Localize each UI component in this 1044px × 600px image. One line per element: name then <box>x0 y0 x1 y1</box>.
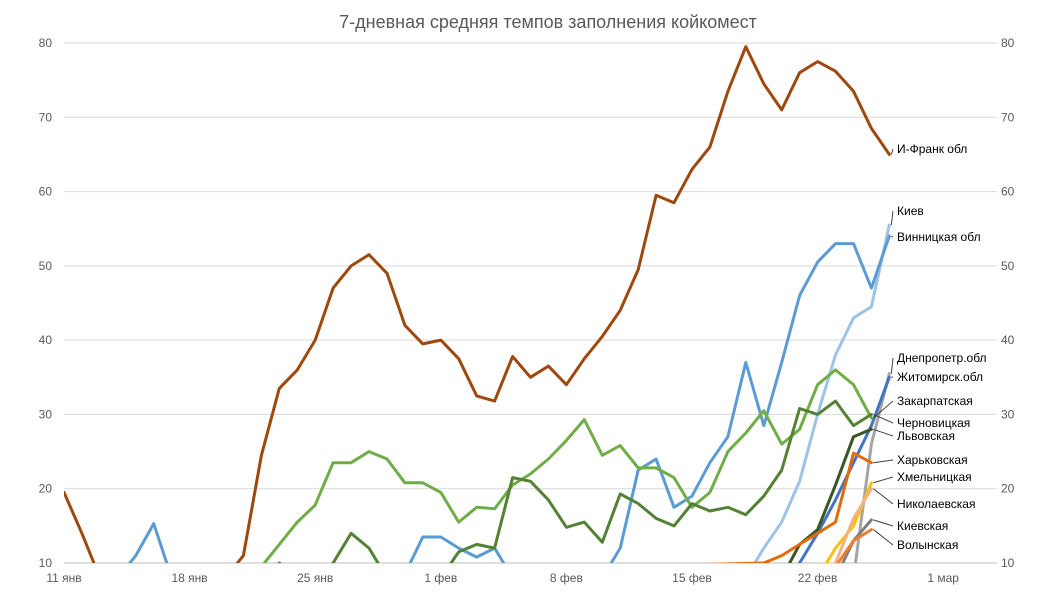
label-leader-line <box>891 235 894 238</box>
y-tick-label-left: 30 <box>39 407 53 421</box>
label-leader-line <box>890 357 894 374</box>
series-label: Житомирск.обл <box>897 370 983 384</box>
gridlines <box>64 42 997 490</box>
series-label: Киев <box>897 204 924 218</box>
axes: 10 10 20 20 30 30 40 40 50 50 60 60 70 70 80 80 11 янв 18… <box>39 36 1015 585</box>
y-tick-label-left: 50 <box>39 259 53 273</box>
y-tick-label-left: 40 <box>39 333 53 347</box>
y-tick-label-left: 60 <box>39 185 53 199</box>
label-leader-line <box>873 413 894 424</box>
label-leader-line <box>890 148 894 155</box>
series-labels: И-Франк обл Киев Винницкая обл Днепропетр.о… <box>873 142 987 552</box>
plot-area <box>64 45 891 563</box>
y-tick-label-left: 70 <box>39 110 53 124</box>
series-line-6 <box>262 368 873 563</box>
x-tick-label: 8 фев <box>550 571 583 585</box>
series-label: Харьковская <box>897 453 968 467</box>
x-tick-label: 15 фев <box>672 571 712 585</box>
y-tick-label-right: 10 <box>1001 556 1015 570</box>
label-leader-line <box>873 476 894 484</box>
y-tick-label-right: 50 <box>1001 259 1015 273</box>
series-line-13 <box>836 528 873 563</box>
y-tick-label-right: 20 <box>1001 482 1015 496</box>
y-tick-label-right: 60 <box>1001 185 1015 199</box>
y-tick-label-right: 80 <box>1001 36 1015 50</box>
label-leader-line <box>873 519 894 527</box>
series-line-7 <box>276 399 873 563</box>
series-label: Львовская <box>897 429 955 443</box>
y-tick-label-right: 70 <box>1001 110 1015 124</box>
series-line-3 <box>127 234 891 563</box>
label-leader-line <box>873 529 894 546</box>
series-line-11 <box>833 487 873 563</box>
x-tick-label: 22 фев <box>798 571 838 585</box>
series-label: Винницкая обл <box>897 230 981 244</box>
series-label: И-Франк обл <box>897 142 967 156</box>
series-line-1 <box>64 45 891 563</box>
chart-title: 7-дневная средняя темпов заполнения койк… <box>339 12 757 32</box>
x-tick-label: 18 янв <box>172 571 208 585</box>
series-label: Закарпатская <box>897 394 973 408</box>
y-tick-label-left: 20 <box>39 482 53 496</box>
series-label: Волынская <box>897 538 958 552</box>
series-line-9 <box>705 451 873 563</box>
y-tick-label-right: 40 <box>1001 333 1015 347</box>
x-tick-label: 1 фев <box>424 571 457 585</box>
series-label: Киевская <box>897 519 948 533</box>
series-label: Николаевская <box>897 497 975 511</box>
x-tick-label: 11 янв <box>46 571 81 585</box>
y-tick-label-left: 80 <box>39 36 53 50</box>
label-leader-line <box>873 459 894 464</box>
label-leader-line <box>873 488 894 505</box>
series-line-8 <box>787 427 873 563</box>
y-tick-label-right: 30 <box>1001 407 1015 421</box>
x-tick-label: 25 янв <box>297 571 333 585</box>
label-leader-line <box>873 428 894 437</box>
label-leader-line <box>873 400 894 419</box>
label-leader-line <box>890 210 894 226</box>
y-tick-label-left: 10 <box>39 556 53 570</box>
series-line-5 <box>797 375 891 563</box>
series-line-4 <box>853 372 891 563</box>
series-label: Хмельницкая <box>897 470 972 484</box>
series-label: Днепропетр.обл <box>897 351 987 365</box>
series-label: Черновицкая <box>897 416 970 430</box>
x-tick-label: 1 мар <box>927 571 959 585</box>
